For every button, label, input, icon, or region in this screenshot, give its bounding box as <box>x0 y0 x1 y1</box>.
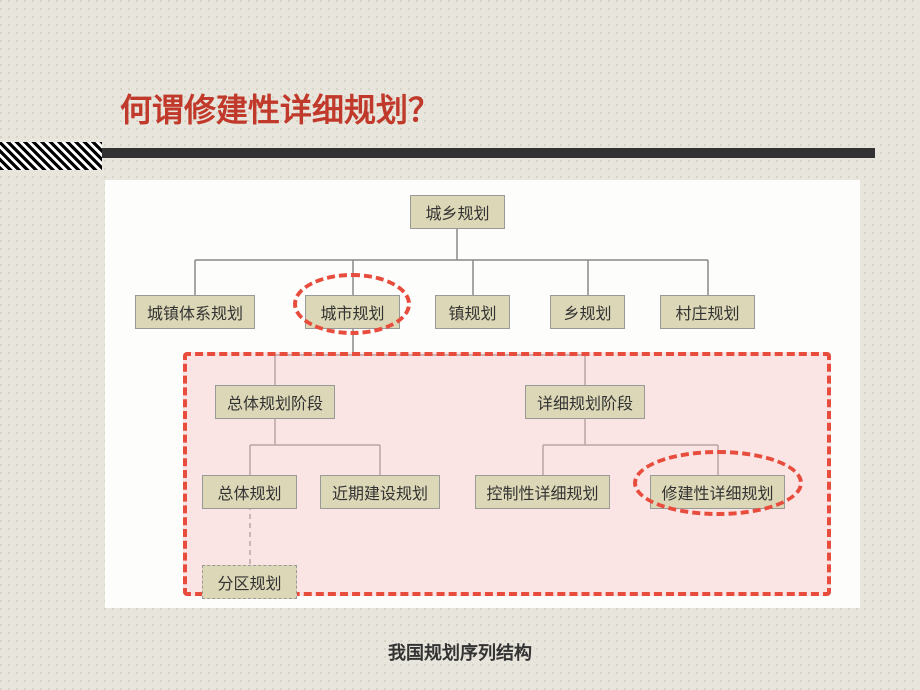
diagram-container: 城乡规划 城镇体系规划 城市规划 镇规划 乡规划 村庄规划 总体规划阶段 详细规… <box>105 180 860 608</box>
highlight-ellipse-2 <box>633 450 803 516</box>
node-l2-b: 详细规划阶段 <box>525 385 645 419</box>
highlight-ellipse-1 <box>293 273 411 335</box>
node-l3-b: 近期建设规划 <box>320 475 440 509</box>
node-l2-a: 总体规划阶段 <box>215 385 335 419</box>
node-l3-c: 控制性详细规划 <box>475 475 610 509</box>
node-l3-a: 总体规划 <box>202 475 297 509</box>
node-l4-a: 分区规划 <box>202 565 297 599</box>
node-l1-e: 村庄规划 <box>660 295 755 329</box>
node-l1-c: 镇规划 <box>435 295 510 329</box>
node-root: 城乡规划 <box>410 195 505 229</box>
divider-bar <box>102 148 875 158</box>
node-l1-a: 城镇体系规划 <box>135 295 255 329</box>
accent-strip <box>0 142 102 170</box>
slide-title: 何谓修建性详细规划？ <box>120 85 440 131</box>
node-l1-d: 乡规划 <box>550 295 625 329</box>
diagram-caption: 我国规划序列结构 <box>0 639 920 665</box>
